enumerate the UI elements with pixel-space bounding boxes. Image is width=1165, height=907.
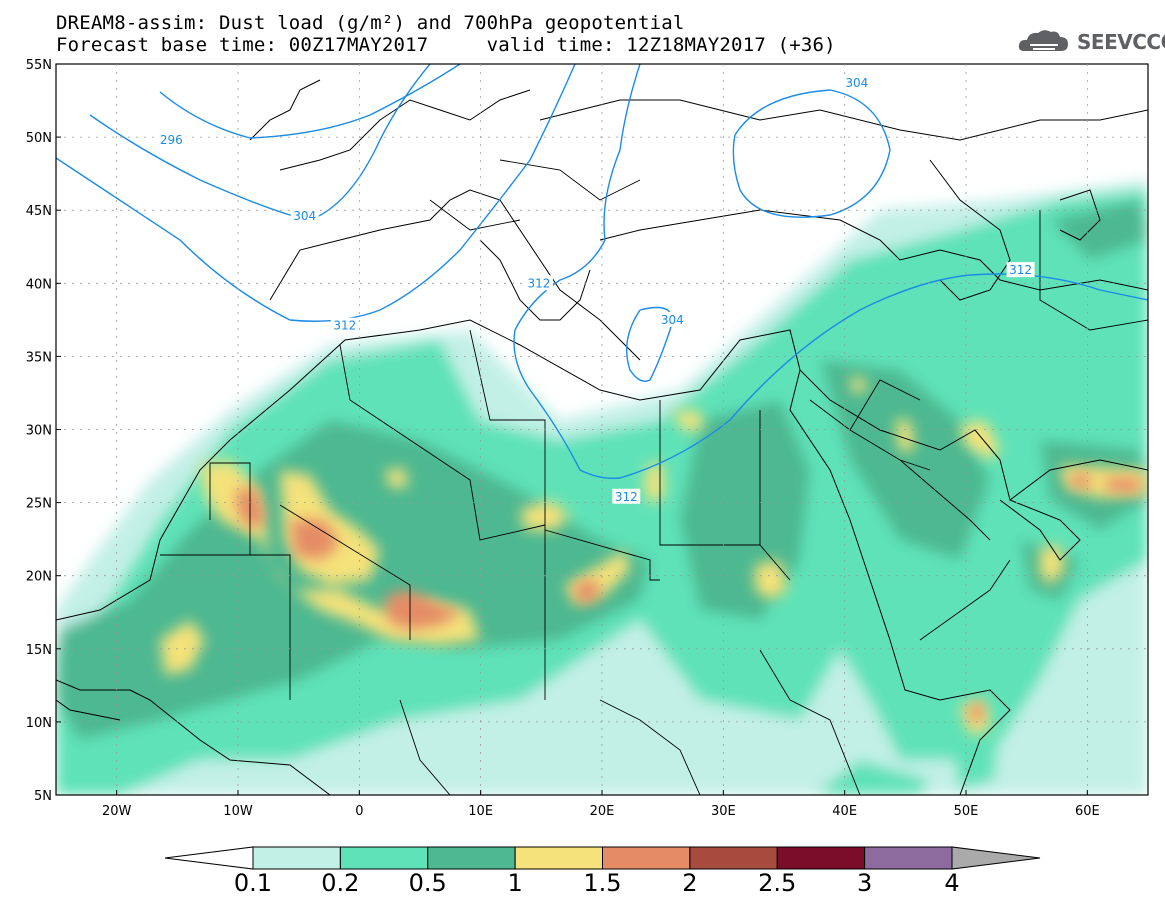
lat-tick-label: 15N xyxy=(26,643,52,658)
colorbar-level-label: 1.5 xyxy=(583,869,621,897)
colorbar: 0.1 0.2 0.5 1 1.5 2 2.5 3 4 xyxy=(164,846,1041,897)
lat-tick-label: 20N xyxy=(26,570,52,585)
colorbar-over-arrow xyxy=(951,846,1041,870)
colorbar-level-label: 0.5 xyxy=(409,869,447,897)
lat-tick-label: 50N xyxy=(26,131,52,146)
colorbar-level-label: 0.1 xyxy=(234,869,272,897)
contour-label: 312 xyxy=(1009,263,1032,277)
lat-tick-label: 55N xyxy=(26,58,52,73)
contour-label: 312 xyxy=(615,490,638,504)
lon-tick-label: 0 xyxy=(355,804,363,819)
lat-tick-label: 25N xyxy=(26,497,52,512)
country-borders xyxy=(160,159,1148,795)
lat-tick-label: 30N xyxy=(26,424,52,439)
lon-tick-label: 30E xyxy=(711,804,736,819)
contour-label: 296 xyxy=(160,133,183,147)
lon-tick-label: 40E xyxy=(832,804,857,819)
contour-label-bg xyxy=(842,75,871,91)
chart-subtitle: Forecast base time: 00Z17MAY2017 valid t… xyxy=(56,34,836,56)
lat-tick-label: 5N xyxy=(34,789,52,804)
contour-label-bg xyxy=(1006,262,1035,278)
chart-title: DREAM8-assim: Dust load (g/m²) and 700hP… xyxy=(56,12,685,34)
colorbar-segment xyxy=(252,846,341,870)
lat-tick-label: 35N xyxy=(26,350,52,365)
colorbar-level-label: 4 xyxy=(944,869,959,897)
colorbar-level-label: 2 xyxy=(682,869,697,897)
lat-tick-label: 45N xyxy=(26,204,52,219)
colorbar-segment xyxy=(602,846,691,870)
contour-label-bg xyxy=(658,311,687,327)
contour-label: 312 xyxy=(527,276,550,290)
contour-labels: 296 304 312 312 304 312 304 312 xyxy=(157,75,1035,504)
coastlines xyxy=(56,79,1148,795)
cloud-icon xyxy=(1018,30,1068,51)
lat-tick-label: 40N xyxy=(26,277,52,292)
geopotential-contours xyxy=(56,64,1148,480)
lat-tick-label: 10N xyxy=(26,716,52,731)
contour-label-bg xyxy=(612,488,641,504)
colorbar-segment xyxy=(864,846,953,870)
colorbar-segment xyxy=(689,846,778,870)
lon-tick-label: 20W xyxy=(102,804,132,819)
colorbar-under-arrow xyxy=(164,846,254,870)
axis-labels: 20W 10W 0 10E 20E 30E 40E 50E 60E 55N 50N 45N 40N 35N… xyxy=(26,58,1100,819)
colorbar-segment xyxy=(339,846,429,870)
colorbar-segment xyxy=(427,846,516,870)
contour-label-bg xyxy=(157,132,186,148)
contour-label: 304 xyxy=(845,76,868,90)
lon-tick-label: 10E xyxy=(468,804,493,819)
contour-label-bg xyxy=(524,275,553,291)
logo-label: SEEVCCC xyxy=(1077,30,1165,54)
colorbar-segment xyxy=(514,846,603,870)
colorbar-level-label: 2.5 xyxy=(758,869,796,897)
lon-tick-label: 60E xyxy=(1075,804,1100,819)
lon-tick-label: 10W xyxy=(223,804,253,819)
colorbar-segment xyxy=(776,846,866,870)
graticule xyxy=(56,63,1148,796)
contour-label: 304 xyxy=(293,209,316,223)
lon-tick-label: 20E xyxy=(590,804,615,819)
contour-label: 312 xyxy=(333,319,356,333)
lon-tick-label: 50E xyxy=(954,804,979,819)
colorbar-level-label: 3 xyxy=(857,869,872,897)
contour-label-bg xyxy=(290,208,319,224)
colorbar-level-label: 0.2 xyxy=(321,869,359,897)
colorbar-level-label: 1 xyxy=(507,869,522,897)
seevccc-logo: SEEVCCC xyxy=(1018,27,1165,57)
contour-label-bg xyxy=(330,317,359,333)
contour-label: 304 xyxy=(661,313,684,327)
